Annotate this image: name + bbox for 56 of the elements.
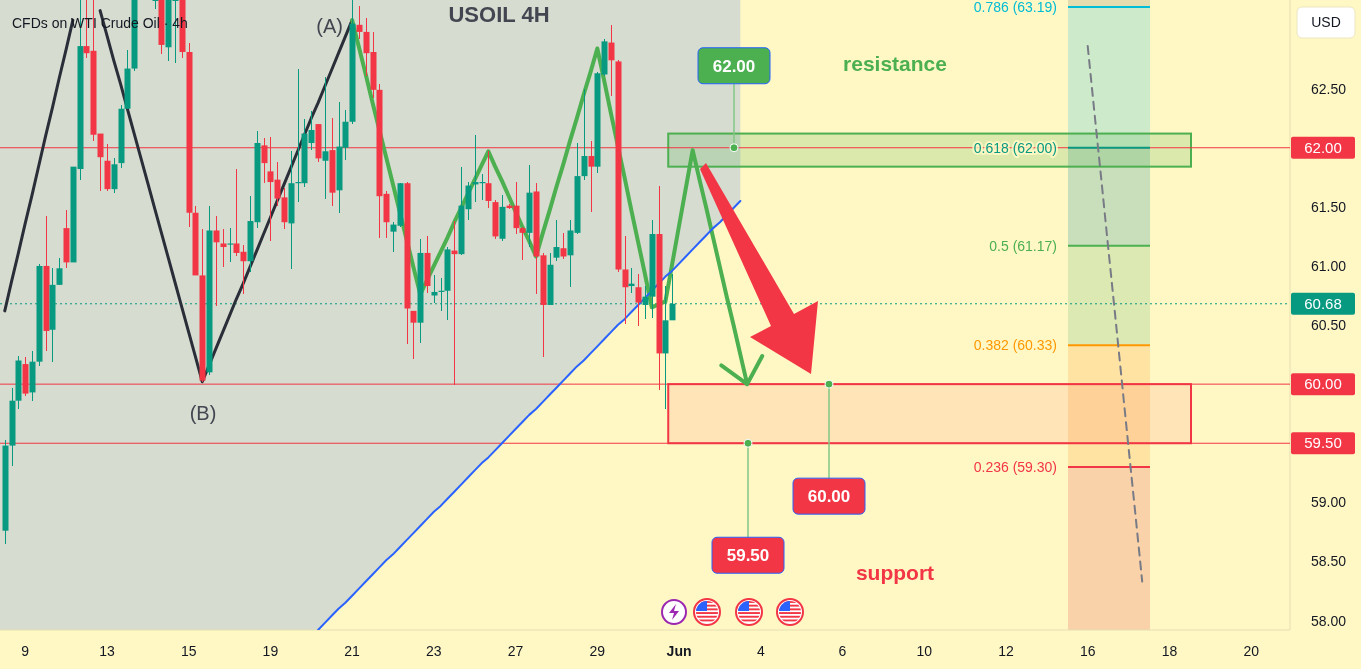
x-tick-label: 21 (344, 643, 361, 659)
x-tick-label: Jun (666, 643, 692, 659)
y-axis-title: USD (1311, 14, 1341, 30)
annotation: (B) (189, 402, 217, 424)
x-tick-label: 29 (589, 643, 606, 659)
x-tick-label: 15 (180, 643, 197, 659)
candlestick (213, 215, 220, 307)
ref-line-label: 60.68 (1304, 294, 1342, 312)
annotation: (A) (316, 15, 343, 37)
x-tick-label: 23 (426, 643, 442, 659)
band-label: resistance (843, 51, 947, 75)
x-tick-label: 27 (507, 643, 524, 659)
candlestick (485, 150, 492, 209)
ref-line-label: 0.236 (59.30) (973, 458, 1057, 475)
y-tick-label: 61.50 (1310, 198, 1347, 215)
candlestick (560, 232, 567, 260)
x-tick-label: 6 (838, 643, 847, 659)
candlestick (322, 76, 329, 200)
x-tick-label: 12 (998, 643, 1014, 659)
candlestick (519, 226, 526, 261)
ref-line-label: 0.382 (60.33) (973, 337, 1057, 354)
candlestick (553, 219, 560, 262)
candlestick (56, 257, 63, 286)
ref-line-label: 60.00 (1304, 375, 1342, 393)
candlestick (581, 88, 588, 181)
candlestick (227, 227, 234, 263)
x-tick-label: 13 (99, 643, 115, 659)
x-tick-label: 4 (756, 643, 765, 659)
annotation: 62.00 (712, 56, 756, 76)
candlestick (635, 273, 642, 327)
y-tick-label: 59.00 (1310, 494, 1347, 511)
band-label: support (855, 561, 935, 585)
ref-line-label: 62.00 (1304, 138, 1342, 156)
line-series (1086, 45, 1144, 583)
annotation: 59.50 (726, 546, 770, 566)
x-tick-label: 19 (262, 643, 279, 659)
ref-line-label: 0.786 (63.19) (973, 0, 1057, 16)
candlestick (608, 24, 615, 97)
y-tick-label: 62.50 (1310, 80, 1347, 97)
candlestick (356, 5, 363, 40)
y-tick-label: 61.00 (1310, 257, 1347, 274)
x-tick-label: 16 (1079, 643, 1096, 659)
annotation: USOIL 4H (448, 2, 550, 27)
y-tick-label: 58.50 (1310, 553, 1347, 570)
candlestick (622, 235, 629, 325)
x-tick-label: 20 (1243, 643, 1260, 659)
annotation: 60.00 (807, 487, 851, 507)
candlestick (220, 228, 227, 268)
ref-line-label: 59.50 (1304, 434, 1342, 452)
y-tick-label: 58.00 (1310, 612, 1347, 629)
x-tick-label: 10 (916, 643, 933, 659)
x-tick-label: 18 (1161, 643, 1178, 659)
candlestick (410, 310, 417, 360)
ref-line-label: 0.5 (61.17) (989, 237, 1057, 254)
x-tick-label: 9 (21, 643, 30, 659)
y-tick-label: 60.50 (1310, 317, 1347, 334)
